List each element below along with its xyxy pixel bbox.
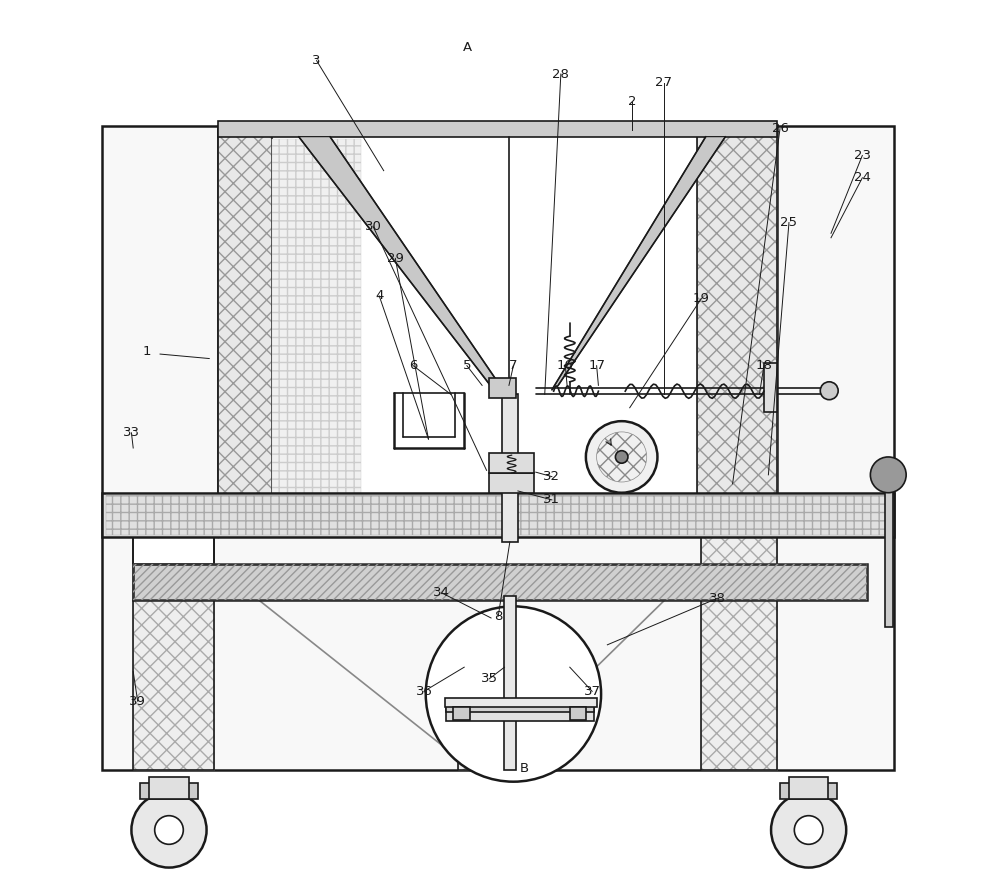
Text: 1: 1 xyxy=(142,345,151,358)
Circle shape xyxy=(155,815,183,844)
Text: 17: 17 xyxy=(588,359,605,372)
Text: 30: 30 xyxy=(365,220,381,233)
Bar xyxy=(885,484,893,627)
Bar xyxy=(701,538,777,770)
Bar xyxy=(102,493,894,538)
Bar xyxy=(106,495,889,535)
Bar xyxy=(502,394,518,542)
Circle shape xyxy=(771,792,846,867)
Bar xyxy=(458,681,492,770)
Circle shape xyxy=(794,815,823,844)
Text: 28: 28 xyxy=(552,67,569,81)
Bar xyxy=(789,777,828,798)
Circle shape xyxy=(131,792,207,867)
Bar xyxy=(133,538,214,770)
Bar xyxy=(446,703,594,712)
Bar xyxy=(218,121,777,137)
Text: 5: 5 xyxy=(463,359,471,372)
Bar xyxy=(272,140,361,493)
Text: 24: 24 xyxy=(854,171,871,185)
Text: 18: 18 xyxy=(755,359,772,372)
Bar xyxy=(133,564,867,600)
Bar xyxy=(102,126,894,770)
Text: 19: 19 xyxy=(693,292,710,306)
Bar xyxy=(764,363,777,412)
Bar xyxy=(570,708,586,720)
Bar xyxy=(458,681,492,770)
Bar xyxy=(218,131,272,502)
Bar xyxy=(489,453,534,473)
Bar xyxy=(697,131,777,502)
Text: 33: 33 xyxy=(123,426,140,439)
Text: 35: 35 xyxy=(481,672,498,685)
Text: 29: 29 xyxy=(387,252,404,265)
Text: 38: 38 xyxy=(709,591,726,605)
Polygon shape xyxy=(299,137,500,390)
Text: 3: 3 xyxy=(312,54,321,67)
Polygon shape xyxy=(552,137,725,390)
Text: 7: 7 xyxy=(509,359,518,372)
Bar xyxy=(133,564,867,600)
Text: 16: 16 xyxy=(557,359,574,372)
Text: 23: 23 xyxy=(854,149,871,162)
Text: 39: 39 xyxy=(129,694,146,708)
Text: 32: 32 xyxy=(543,470,560,483)
Circle shape xyxy=(820,382,838,400)
Bar xyxy=(697,131,777,502)
Bar xyxy=(489,378,516,398)
Text: 27: 27 xyxy=(655,76,672,90)
Bar xyxy=(780,782,837,798)
Bar xyxy=(701,538,777,770)
Text: 8: 8 xyxy=(494,609,502,623)
Text: 36: 36 xyxy=(416,685,432,698)
Bar xyxy=(445,699,597,708)
Text: B: B xyxy=(520,762,529,775)
Bar xyxy=(504,596,516,770)
Text: 2: 2 xyxy=(628,95,637,108)
Text: 34: 34 xyxy=(433,586,450,599)
Bar xyxy=(149,777,189,798)
Circle shape xyxy=(615,451,628,463)
Text: 4: 4 xyxy=(375,289,383,303)
Text: 25: 25 xyxy=(780,216,797,229)
Bar xyxy=(446,702,594,721)
Bar xyxy=(453,708,470,720)
Circle shape xyxy=(426,607,601,781)
Bar xyxy=(218,126,777,502)
Text: 6: 6 xyxy=(409,359,417,372)
Bar xyxy=(218,131,272,502)
Text: 31: 31 xyxy=(543,494,560,506)
Bar xyxy=(133,533,214,564)
Bar xyxy=(133,538,214,770)
Text: 26: 26 xyxy=(772,122,788,135)
Bar xyxy=(140,782,198,798)
Bar xyxy=(489,473,534,493)
Circle shape xyxy=(870,457,906,493)
Text: A: A xyxy=(463,40,472,54)
Circle shape xyxy=(586,421,657,493)
Text: 37: 37 xyxy=(584,685,601,698)
